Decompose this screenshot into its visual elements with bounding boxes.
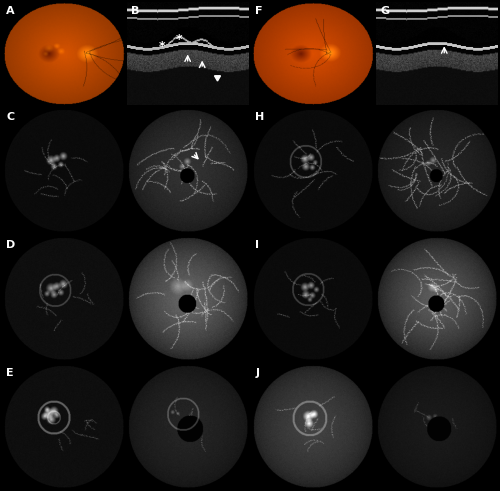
Text: *: * <box>176 33 182 46</box>
Text: J: J <box>256 368 260 378</box>
Text: G: G <box>380 5 389 16</box>
Text: A: A <box>6 5 15 16</box>
Text: H: H <box>256 112 264 122</box>
Text: B: B <box>131 5 139 16</box>
Text: E: E <box>6 368 14 378</box>
Text: F: F <box>256 5 263 16</box>
Text: *: * <box>159 40 166 53</box>
Text: D: D <box>6 240 16 250</box>
Text: C: C <box>6 112 14 122</box>
Text: I: I <box>256 240 260 250</box>
